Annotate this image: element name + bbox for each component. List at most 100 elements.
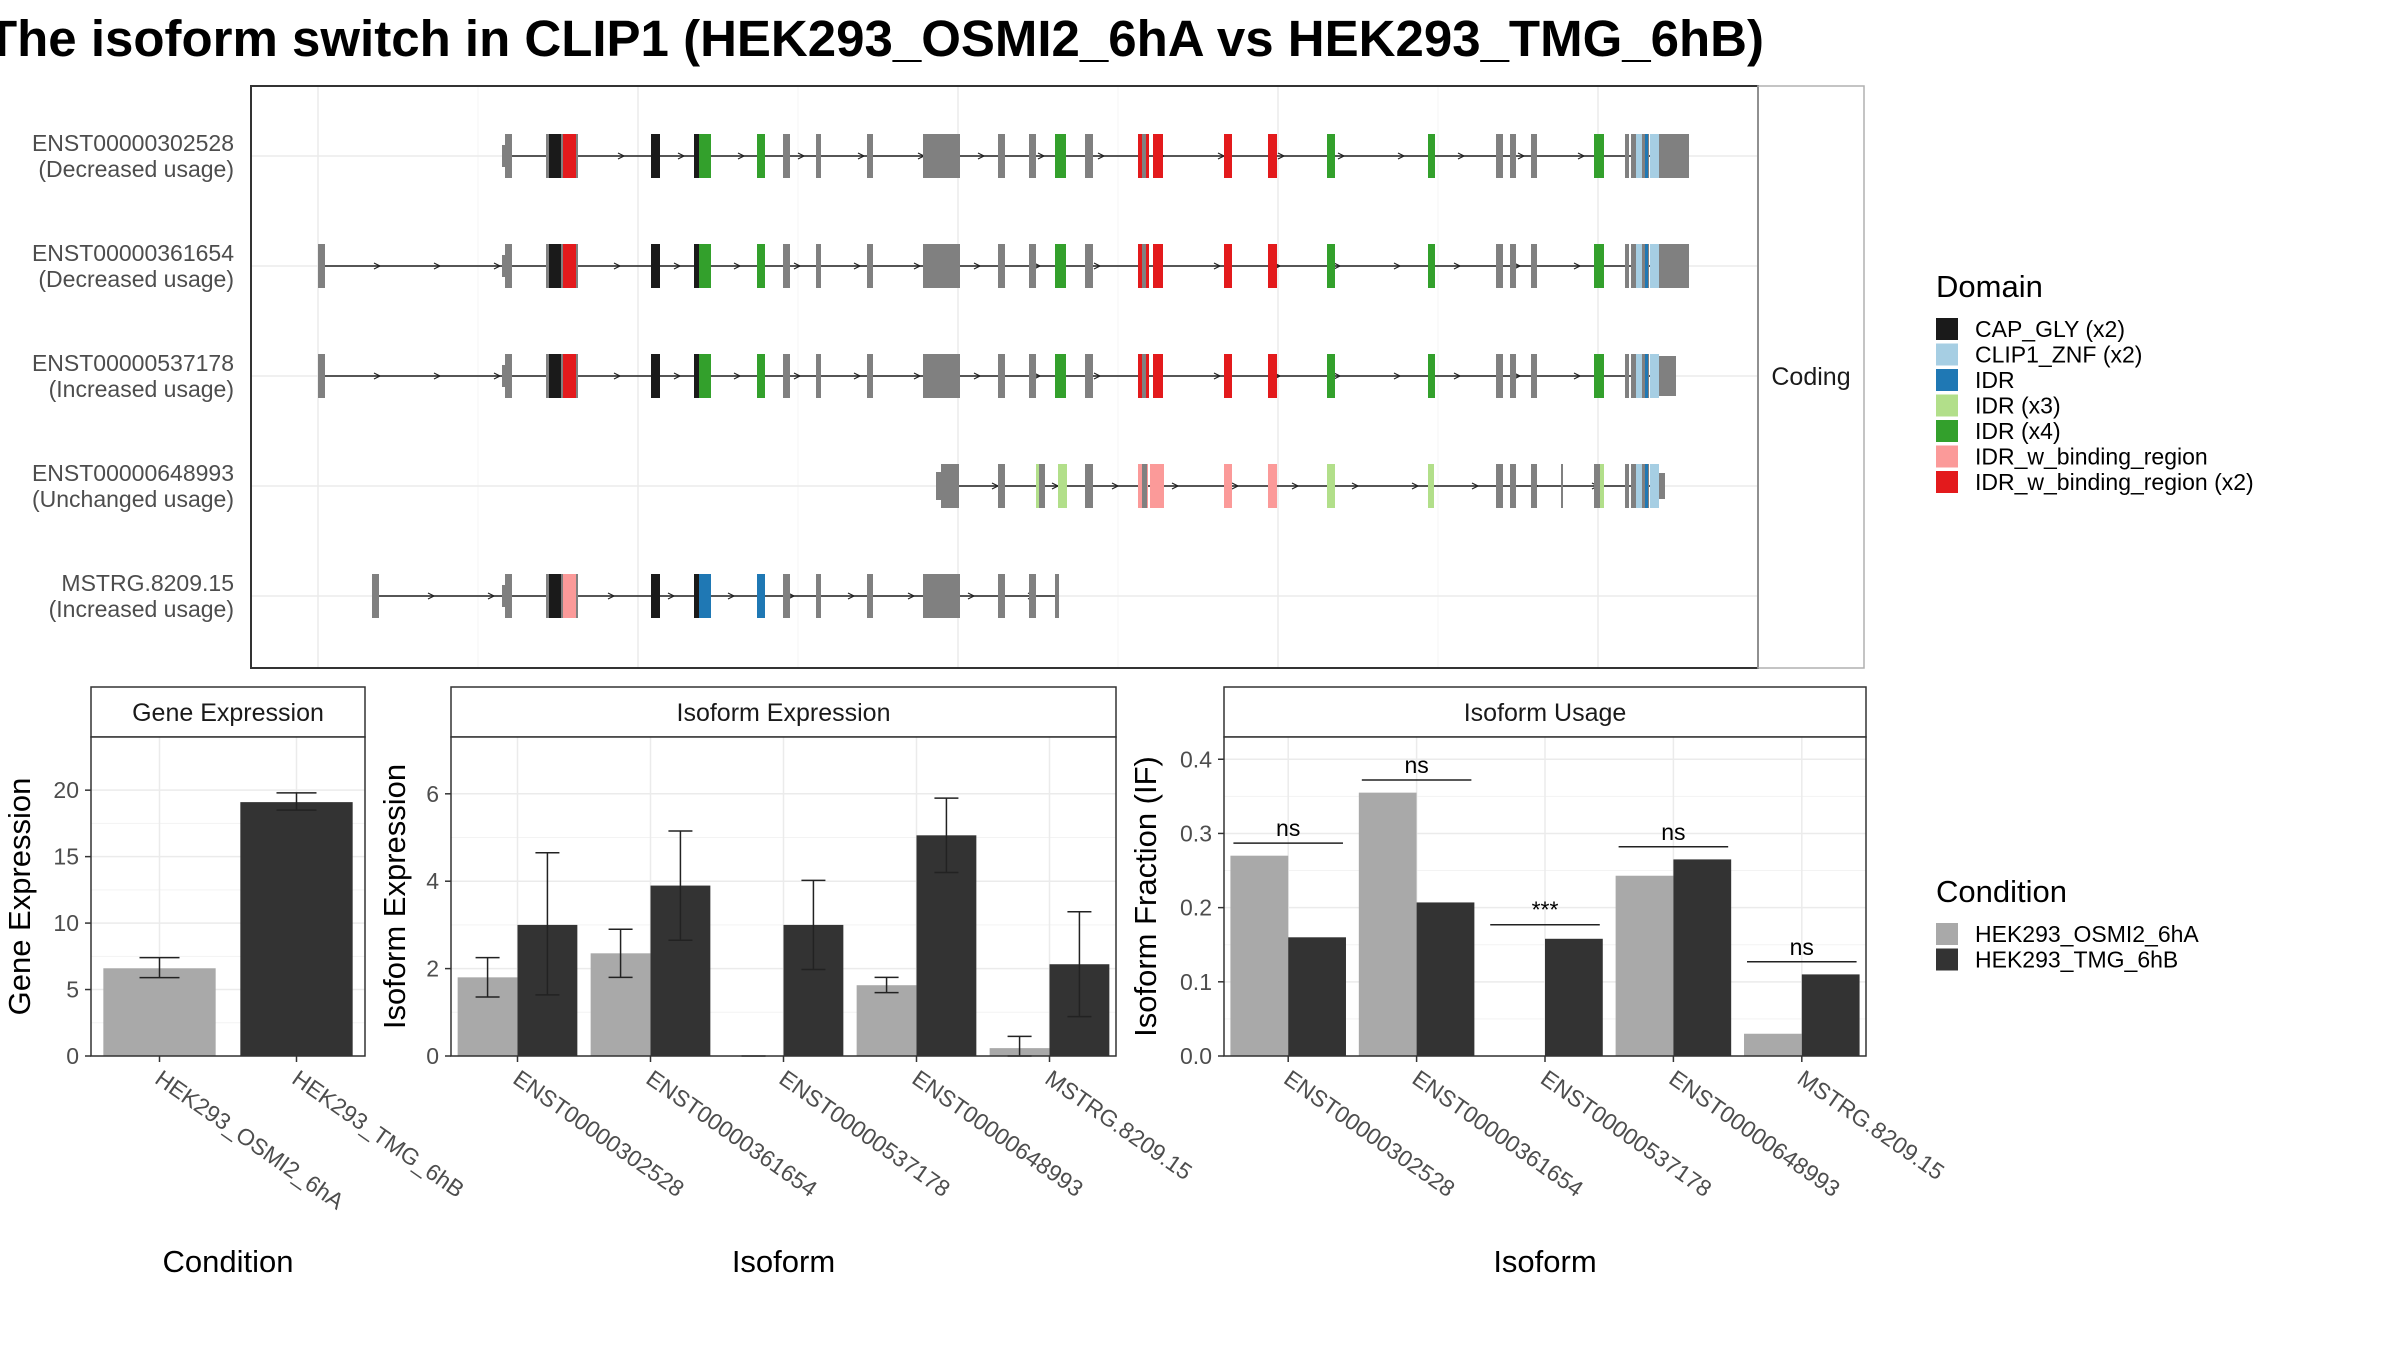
exon-block xyxy=(867,134,873,178)
x-axis-title: Isoform xyxy=(1493,1244,1596,1279)
bar-HEK293_TMG_6hB-ENST00000302528 xyxy=(1288,937,1346,1056)
domain-legend-key xyxy=(1936,471,1958,493)
exon-block xyxy=(1631,134,1637,178)
exon-block xyxy=(1510,354,1516,398)
direction-arrow xyxy=(847,592,856,600)
exon-block xyxy=(1625,244,1629,288)
coding-strip-label: Coding xyxy=(1771,363,1850,391)
domain-legend-key xyxy=(1936,420,1958,442)
y-axis-title: Isoform Fraction (IF) xyxy=(1128,756,1163,1037)
exon-block xyxy=(651,134,660,178)
panel-strip-label: Isoform Usage xyxy=(1464,699,1627,727)
isoform-usage-label: (Decreased usage) xyxy=(38,266,234,292)
exon-block xyxy=(1055,134,1066,178)
exon-block xyxy=(1029,574,1036,618)
direction-arrow xyxy=(853,262,862,270)
exon-block xyxy=(1600,464,1604,508)
panel-strip xyxy=(450,686,1117,738)
bar-HEK293_OSMI2_6hA-ENST00000648993 xyxy=(856,985,917,1056)
exon-block xyxy=(1085,464,1093,508)
bar-HEK293_TMG_6hB-MSTRG.8209.15 xyxy=(1801,974,1860,1056)
direction-arrow xyxy=(1411,482,1420,490)
panel-strip-label: Gene Expression xyxy=(132,699,324,727)
condition-legend-title: Condition xyxy=(1936,874,2067,909)
direction-arrow xyxy=(673,372,682,380)
exon-block xyxy=(1531,134,1537,178)
exon-block xyxy=(1636,134,1642,178)
exon-block xyxy=(1510,134,1516,178)
direction-arrow xyxy=(907,592,916,600)
exon-block xyxy=(867,574,873,618)
exon-block xyxy=(1153,244,1163,288)
isoform-usage-label: (Decreased usage) xyxy=(38,156,234,182)
direction-arrow xyxy=(1231,482,1240,490)
isoform-usage-label: (Increased usage) xyxy=(49,376,234,402)
exon-block xyxy=(816,354,821,398)
y-tick-label: 0 xyxy=(426,1043,439,1069)
exon-block xyxy=(505,574,512,618)
exon-block xyxy=(1327,244,1335,288)
exon-block xyxy=(1496,134,1503,178)
isoform-track-MSTRG.8209.15 xyxy=(372,574,1059,618)
direction-arrow xyxy=(1277,152,1286,160)
exon-block xyxy=(867,354,873,398)
isoform-track-ENST00000302528 xyxy=(502,134,1689,178)
exon-block xyxy=(694,354,701,398)
exon-block xyxy=(783,244,790,288)
significance-label: ns xyxy=(1276,815,1300,841)
direction-arrow xyxy=(853,372,862,380)
y-tick-label: 0.3 xyxy=(1180,820,1212,846)
exon-block xyxy=(1142,354,1146,398)
error-bar xyxy=(934,797,959,874)
y-tick-label: 0.2 xyxy=(1180,895,1212,921)
error-bar xyxy=(668,830,693,941)
panel-strip xyxy=(90,686,366,738)
error-bar xyxy=(139,956,180,979)
exon-block xyxy=(923,354,960,398)
exon-block xyxy=(1150,464,1164,508)
figure-title: The isoform switch in CLIP1 (HEK293_OSMI… xyxy=(0,10,1764,67)
direction-arrow xyxy=(617,152,626,160)
exon-block xyxy=(1085,354,1093,398)
exon-block xyxy=(1055,354,1066,398)
direction-arrow xyxy=(493,262,502,270)
direction-arrow xyxy=(673,262,682,270)
exon-block xyxy=(783,354,790,398)
exon-block xyxy=(783,134,790,178)
direction-arrow xyxy=(1397,152,1406,160)
direction-arrow xyxy=(1333,372,1342,380)
y-tick-label: 4 xyxy=(426,868,439,894)
utr-block xyxy=(1659,473,1665,499)
domain-legend-key xyxy=(1936,445,1958,468)
direction-arrow xyxy=(1171,482,1180,490)
direction-arrow xyxy=(1093,372,1102,380)
exon-block xyxy=(576,574,578,618)
exon-block xyxy=(1055,244,1066,288)
exon-block xyxy=(546,354,551,398)
x-axis-title: Isoform xyxy=(732,1244,835,1279)
isoform-label: MSTRG.8209.15 xyxy=(61,570,234,596)
direction-arrow xyxy=(977,152,986,160)
exon-block xyxy=(1636,244,1642,288)
direction-arrow xyxy=(1333,262,1342,270)
exon-block xyxy=(1594,354,1604,398)
exon-block xyxy=(318,354,325,398)
significance-label: ns xyxy=(1790,934,1814,960)
bar-HEK293_OSMI2_6hA-ENST00000648993 xyxy=(1615,875,1674,1056)
exon-block xyxy=(998,574,1005,618)
direction-arrow xyxy=(737,152,746,160)
exon-block xyxy=(563,134,576,178)
exon-block xyxy=(694,134,701,178)
y-tick-label: 0.4 xyxy=(1180,746,1212,772)
isoform-label: ENST00000648993 xyxy=(32,460,234,486)
condition-legend-key xyxy=(1936,948,1958,971)
direction-arrow xyxy=(857,152,866,160)
direction-arrow xyxy=(373,262,382,270)
exon-block xyxy=(1428,464,1434,508)
direction-arrow xyxy=(1093,262,1102,270)
isoform-usage-panel: Isoform Usage0.00.10.20.30.4nsns***nsnsE… xyxy=(1128,686,1949,1279)
exon-block xyxy=(1029,244,1036,288)
exon-block xyxy=(1268,354,1277,398)
